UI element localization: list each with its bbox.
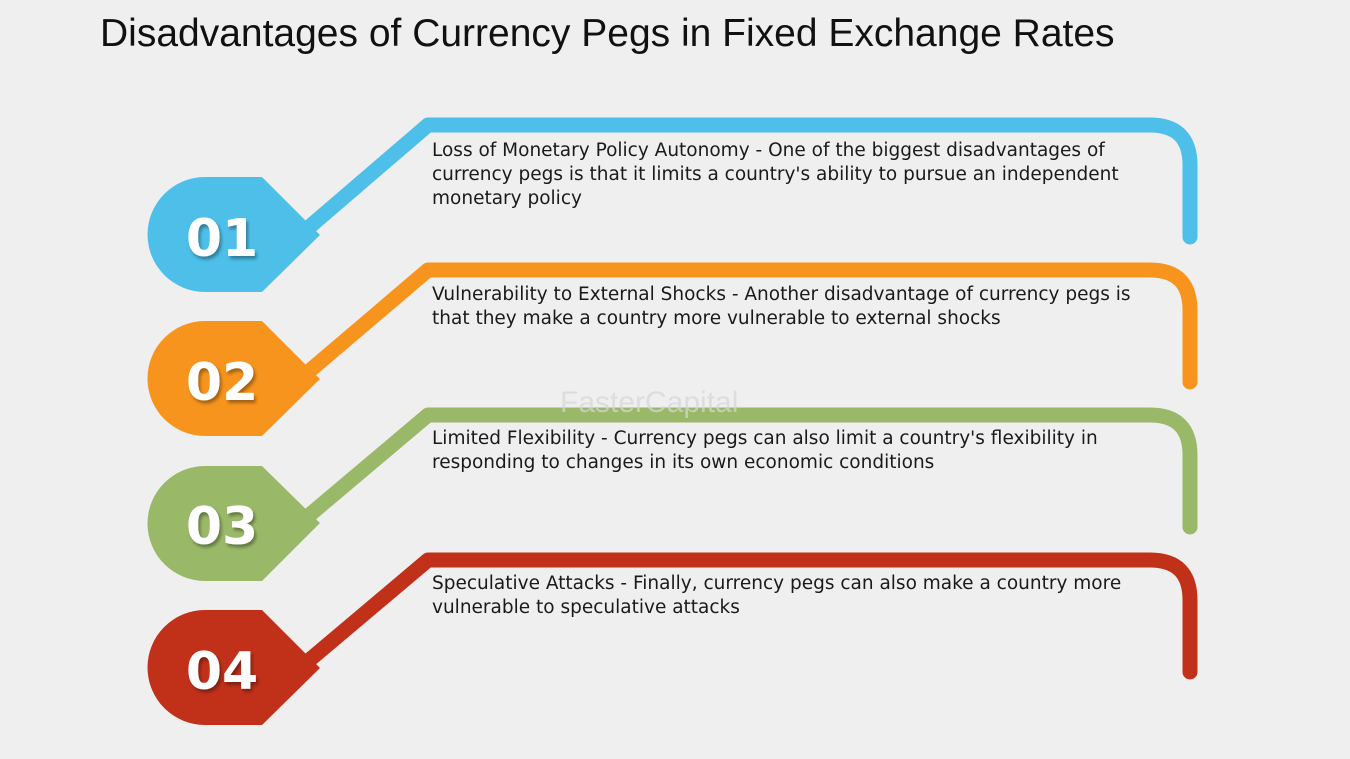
page-title: Disadvantages of Currency Pegs in Fixed …: [100, 12, 1115, 55]
item-1-number: 01: [186, 209, 258, 269]
item-4-badge: [147, 610, 320, 725]
item-4-connector: [292, 552, 1198, 680]
item-1-connector: [292, 117, 1198, 245]
item-1-text: Loss of Monetary Policy Autonomy - One o…: [432, 140, 1119, 209]
item-2-badge: [147, 321, 320, 436]
item-3-connector: [292, 407, 1198, 535]
item-3-badge: [147, 466, 320, 581]
watermark-text: FasterCapital: [560, 386, 739, 419]
item-2-number: 02: [186, 353, 258, 413]
watermark-logo: FasterCapital: [560, 386, 738, 420]
item-4-text: Speculative Attacks - Finally, currency …: [432, 573, 1122, 618]
item-3-number: 03: [186, 497, 258, 557]
item-3: 03: [147, 407, 1198, 581]
item-4: 04: [147, 552, 1198, 725]
item-1-badge: [147, 177, 320, 292]
item-1: 01: [147, 117, 1198, 292]
item-4-number: 04: [186, 642, 258, 702]
item-2-connector: [292, 262, 1198, 390]
item-2-text: Vulnerability to External Shocks - Anoth…: [432, 284, 1131, 329]
item-2: 02: [147, 262, 1198, 436]
item-3-text: Limited Flexibility - Currency pegs can …: [432, 428, 1098, 473]
